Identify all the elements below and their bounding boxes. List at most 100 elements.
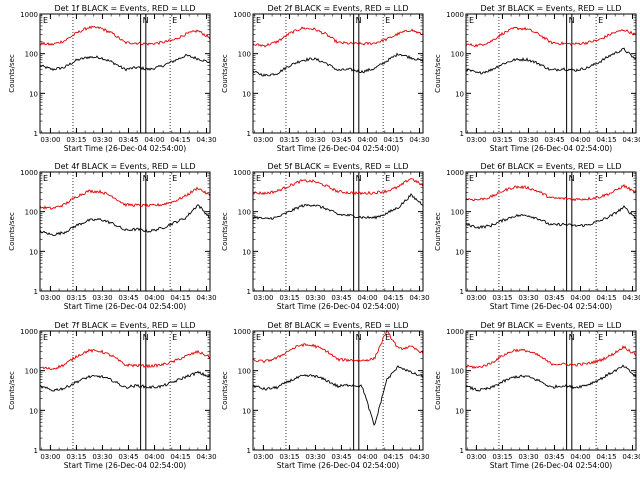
- x-tick-label: 03:30: [518, 453, 538, 461]
- y-tick-label: 1: [34, 130, 38, 138]
- x-tick-label: 03:45: [118, 136, 138, 144]
- panel-title: Det 5f BLACK = Events, RED = LLD: [267, 162, 408, 171]
- y-tick-label: 1000: [20, 328, 38, 336]
- x-tick-label: 03:45: [118, 453, 138, 461]
- y-tick-label: 1: [247, 130, 251, 138]
- x-tick-label: 04:30: [196, 453, 216, 461]
- x-tick-label: 03:30: [518, 294, 538, 302]
- y-tick-label: 10: [455, 248, 464, 256]
- events-series-line: [465, 47, 637, 75]
- lld-series-line: [39, 186, 211, 210]
- y-tick-label: 100: [238, 209, 251, 217]
- detector-panel: Det 6f BLACK = Events, RED = LLD E N E 1 10 10…: [434, 162, 640, 311]
- events-series-line: [39, 370, 211, 392]
- x-tick-label: 04:30: [409, 453, 429, 461]
- y-tick-label: 10: [29, 248, 38, 256]
- x-tick-label: 04:15: [596, 453, 616, 461]
- events-series-line: [39, 53, 211, 72]
- y-tick-label: 100: [451, 209, 464, 217]
- marker-label: E: [385, 333, 390, 342]
- x-tick-label: 03:15: [66, 294, 86, 302]
- detector-panel: Det 1f BLACK = Events, RED = LLD E N E 1 10 10…: [8, 4, 217, 153]
- detector-panel: Det 7f BLACK = Events, RED = LLD E N E 1 10 10…: [8, 321, 217, 470]
- events-series-line: [252, 52, 424, 77]
- lld-series-line: [465, 183, 637, 202]
- x-tick-label: 03:15: [492, 453, 512, 461]
- x-tick-label: 04:15: [596, 136, 616, 144]
- x-tick-label: 03:45: [331, 136, 351, 144]
- x-tick-label: 03:30: [518, 136, 538, 144]
- x-tick-label: 03:15: [279, 294, 299, 302]
- x-tick-label: 04:00: [570, 136, 590, 144]
- x-tick-label: 04:00: [144, 136, 164, 144]
- x-tick-label: 04:30: [409, 294, 429, 302]
- x-tick-label: 03:30: [305, 453, 325, 461]
- x-tick-label: 03:00: [40, 136, 60, 144]
- x-tick-label: 04:15: [170, 453, 190, 461]
- x-tick-label: 04:30: [622, 136, 640, 144]
- x-axis-label: Start Time (26-Dec-04 02:54:00): [277, 461, 399, 470]
- y-tick-label: 1000: [446, 11, 464, 19]
- marker-label: E: [469, 333, 474, 342]
- x-tick-label: 03:00: [253, 136, 273, 144]
- marker-label: E: [469, 174, 474, 183]
- x-tick-label: 03:00: [253, 453, 273, 461]
- y-tick-label: 1: [247, 447, 251, 455]
- x-tick-label: 03:45: [331, 294, 351, 302]
- x-tick-label: 04:15: [383, 453, 403, 461]
- y-tick-label: 10: [242, 407, 251, 415]
- y-tick-label: 100: [451, 51, 464, 59]
- x-tick-label: 04:30: [622, 294, 640, 302]
- marker-label: N: [356, 16, 362, 25]
- x-tick-label: 04:15: [383, 136, 403, 144]
- y-tick-label: 1000: [233, 11, 251, 19]
- y-axis-label: Counts/sec: [221, 54, 229, 93]
- panel-title: Det 3f BLACK = Events, RED = LLD: [480, 4, 621, 13]
- x-tick-label: 04:00: [570, 453, 590, 461]
- x-tick-label: 03:00: [40, 453, 60, 461]
- events-series-line: [252, 365, 424, 426]
- marker-label: E: [43, 174, 48, 183]
- y-axis-label: Counts/sec: [434, 54, 442, 93]
- x-tick-label: 03:15: [492, 136, 512, 144]
- x-axis-label: Start Time (26-Dec-04 02:54:00): [277, 302, 399, 311]
- detector-panel: Det 4f BLACK = Events, RED = LLD E N E 1 10 10…: [8, 162, 217, 311]
- lld-series-line: [39, 348, 211, 371]
- panel-title: Det 4f BLACK = Events, RED = LLD: [54, 162, 195, 171]
- marker-label: E: [43, 16, 48, 25]
- marker-label: N: [143, 333, 149, 342]
- x-tick-label: 03:00: [40, 294, 60, 302]
- marker-label: E: [256, 333, 261, 342]
- marker-label: N: [569, 333, 575, 342]
- x-tick-label: 04:00: [357, 453, 377, 461]
- x-tick-label: 04:15: [170, 294, 190, 302]
- marker-label: E: [256, 16, 261, 25]
- y-axis-label: Counts/sec: [8, 371, 16, 410]
- marker-label: N: [356, 174, 362, 183]
- x-tick-label: 03:30: [92, 453, 112, 461]
- x-tick-label: 03:30: [305, 294, 325, 302]
- panel-title: Det 7f BLACK = Events, RED = LLD: [54, 321, 195, 330]
- lld-series-line: [252, 329, 424, 364]
- x-tick-label: 03:15: [66, 136, 86, 144]
- y-axis-label: Counts/sec: [8, 212, 16, 251]
- events-series-line: [465, 205, 637, 230]
- events-series-line: [465, 364, 637, 392]
- y-tick-label: 1: [247, 288, 251, 296]
- y-tick-label: 10: [455, 407, 464, 415]
- x-axis-label: Start Time (26-Dec-04 02:54:00): [490, 461, 612, 470]
- y-axis-label: Counts/sec: [221, 371, 229, 410]
- x-tick-label: 03:45: [544, 294, 564, 302]
- x-tick-label: 04:30: [409, 136, 429, 144]
- plot-frame: [39, 330, 211, 451]
- x-tick-label: 04:15: [170, 136, 190, 144]
- x-tick-label: 03:00: [466, 294, 486, 302]
- marker-label: E: [43, 333, 48, 342]
- lld-series-line: [465, 26, 637, 48]
- plot-frame: [252, 330, 424, 451]
- marker-label: E: [598, 16, 603, 25]
- plot-frame: [252, 13, 424, 134]
- marker-label: N: [143, 174, 149, 183]
- y-tick-label: 100: [25, 368, 38, 376]
